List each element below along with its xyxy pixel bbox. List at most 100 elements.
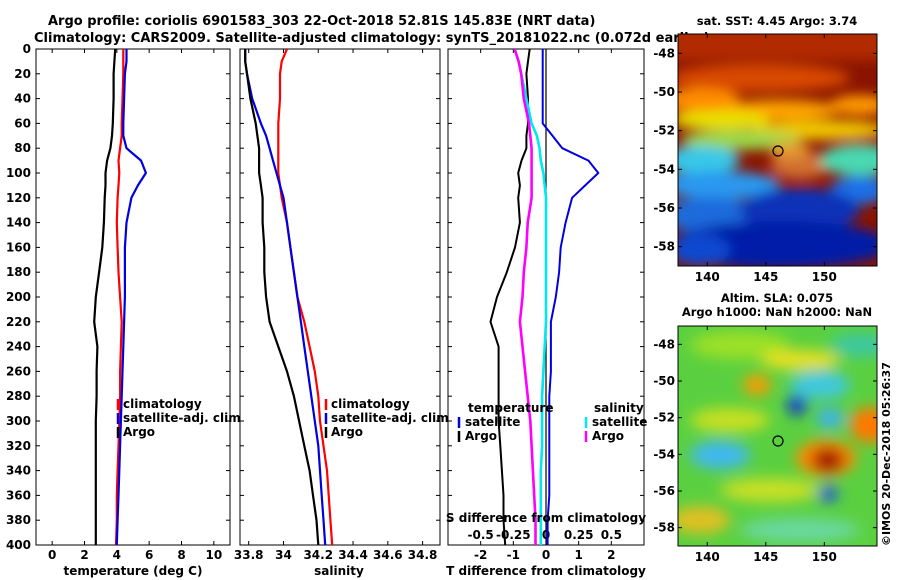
series-line-0	[114, 49, 125, 545]
legend-label: Argo	[123, 425, 155, 439]
map-lat-label: -54	[653, 162, 675, 176]
title-line-2: Climatology: CARS2009. Satellite-adjuste…	[34, 31, 710, 46]
series-line-t-satellite	[541, 49, 600, 545]
y-tick-label: 140	[6, 216, 31, 230]
map-lat-label: -58	[653, 521, 675, 535]
difference-legend: temperaturesatelliteArgosalinitysatellit…	[457, 401, 647, 443]
map-lon-label: 150	[812, 270, 837, 284]
map-lat-label: -54	[653, 447, 675, 461]
y-tick-label: 360	[6, 488, 31, 502]
x-tick-label: -1	[507, 548, 520, 562]
legend-label: satellite-adj. clim.	[123, 411, 245, 425]
legend-label: Argo	[331, 425, 363, 439]
sla-map-image	[678, 326, 877, 546]
x-top-tick-label: 0.5	[601, 528, 622, 542]
depth-axis: 0 20 40 60 80 100 120 140 160 180 200 220 240 260 280 3…	[6, 42, 230, 552]
y-tick-label: 120	[6, 191, 31, 205]
salinity-axes-frame	[239, 48, 441, 546]
temperature-lines	[93, 49, 147, 545]
x-tick-label: 0	[542, 548, 550, 562]
x-tick-label: 33.8	[234, 548, 264, 562]
argo-location-marker-sla	[772, 435, 784, 447]
y-tick-label: 320	[6, 439, 31, 453]
legend-label: Argo	[465, 429, 497, 443]
map-lon-label: 145	[753, 550, 778, 564]
t-difference-x-label: T difference from climatology	[446, 564, 646, 578]
sst-map: sat. SST: 4.45 Argo: 3.74	[653, 14, 878, 284]
x-tick-label: 34.8	[408, 548, 438, 562]
x-tick-label: 6	[145, 548, 153, 562]
x-tick-label: 34.2	[303, 548, 333, 562]
sla-map-lon-axis: 140 145 150	[695, 326, 837, 564]
sla-map-title-1: Altim. SLA: 0.075	[721, 291, 833, 305]
map-lat-label: -50	[653, 374, 675, 388]
y-tick-label: 260	[6, 364, 31, 378]
series-line-1	[244, 49, 327, 545]
map-lat-label: -56	[653, 201, 675, 215]
map-lon-label: 150	[812, 550, 837, 564]
map-lon-label: 140	[695, 270, 720, 284]
t-difference-x-axis: -2 -1 0 1 2	[474, 49, 616, 562]
x-top-tick-label: 0.25	[564, 528, 594, 542]
y-tick-label: 400	[6, 538, 31, 552]
map-lat-label: -52	[653, 124, 675, 138]
x-top-tick-label: -0.25	[496, 528, 531, 542]
legend-label: satellite-adj. clim.	[331, 411, 453, 425]
difference-depth-ticks	[448, 48, 644, 546]
series-line-1	[115, 49, 147, 545]
argo-location-marker	[772, 145, 784, 157]
temperature-x-axis: 0 2 4 6 8 10	[48, 49, 222, 562]
title-line-1: Argo profile: coriolis 6901583_303 22-Oc…	[48, 14, 595, 29]
y-tick-label: 200	[6, 290, 31, 304]
salinity-x-label: salinity	[314, 564, 364, 578]
difference-lines	[489, 49, 600, 545]
sst-map-lat-axis: -48 -50 -52 -54 -56 -58	[653, 46, 877, 254]
x-tick-label: 10	[205, 548, 222, 562]
map-lat-label: -50	[653, 85, 675, 99]
series-line-s-satellite	[513, 49, 548, 545]
sla-map-title-2: Argo h1000: NaN h2000: NaN	[682, 305, 872, 319]
legend-label: Argo	[592, 429, 624, 443]
sla-map: Altim. SLA: 0.075 Argo h1000: NaN h2000:…	[653, 291, 878, 564]
legend-label: climatology	[331, 397, 410, 411]
salinity-lines	[244, 49, 334, 545]
x-tick-label: 0	[48, 548, 56, 562]
salinity-panel: 33.8 34 34.2 34.4 34.6 34.8 climatologysatell…	[234, 48, 453, 578]
y-tick-label: 0	[23, 42, 31, 56]
x-tick-label: -2	[474, 548, 487, 562]
legend-label: climatology	[123, 397, 202, 411]
salinity-depth-ticks	[240, 48, 440, 546]
salinity-x-axis: 33.8 34 34.2 34.4 34.6 34.8	[234, 49, 438, 562]
map-lon-label: 145	[753, 270, 778, 284]
map-lat-label: -56	[653, 484, 675, 498]
y-tick-label: 220	[6, 315, 31, 329]
sst-map-lon-axis: 140 145 150	[695, 34, 837, 284]
x-tick-label: 2	[80, 548, 88, 562]
y-tick-label: 340	[6, 464, 31, 478]
x-tick-label: 8	[177, 548, 185, 562]
s-difference-label: S difference from climatology	[446, 511, 646, 525]
map-lat-label: -48	[653, 46, 675, 60]
y-tick-label: 100	[6, 166, 31, 180]
temperature-axes-frame	[35, 48, 231, 546]
series-line-2	[93, 49, 117, 545]
y-tick-label: 380	[6, 513, 31, 527]
legend-label: satellite	[465, 415, 520, 429]
x-tick-label: 34.4	[338, 548, 368, 562]
legend-header: salinity	[594, 401, 644, 415]
y-tick-label: 80	[14, 141, 31, 155]
y-tick-label: 20	[14, 67, 31, 81]
map-lat-label: -48	[653, 337, 675, 351]
sla-map-lat-axis: -48 -50 -52 -54 -56 -58	[653, 337, 877, 535]
y-tick-label: 180	[6, 265, 31, 279]
legend-label: satellite	[592, 415, 647, 429]
x-tick-label: 34	[275, 548, 292, 562]
x-tick-label: 34.6	[373, 548, 403, 562]
y-tick-label: 40	[14, 92, 31, 106]
x-tick-label: 2	[607, 548, 615, 562]
y-tick-label: 300	[6, 414, 31, 428]
y-tick-label: 160	[6, 240, 31, 254]
